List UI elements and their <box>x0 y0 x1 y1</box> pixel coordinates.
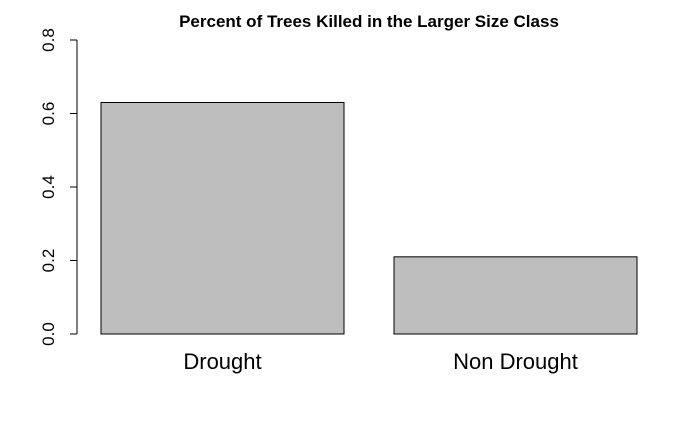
y-tick-label: 0.8 <box>39 28 58 52</box>
bar-non-drought <box>393 256 638 335</box>
x-category-label: Drought <box>183 349 261 374</box>
y-tick-label: 0.6 <box>39 102 58 126</box>
x-axis-labels: Drought Non Drought <box>183 349 578 374</box>
y-tick-label: 0.4 <box>39 175 58 199</box>
chart-title: Percent of Trees Killed in the Larger Si… <box>179 12 559 31</box>
y-tick-label: 0.2 <box>39 249 58 273</box>
bars <box>100 101 638 335</box>
x-category-label: Non Drought <box>453 349 578 374</box>
bar-drought <box>100 101 345 335</box>
y-axis: 0.0 0.2 0.4 0.6 0.8 <box>39 28 78 346</box>
y-tick-label: 0.0 <box>39 322 58 346</box>
